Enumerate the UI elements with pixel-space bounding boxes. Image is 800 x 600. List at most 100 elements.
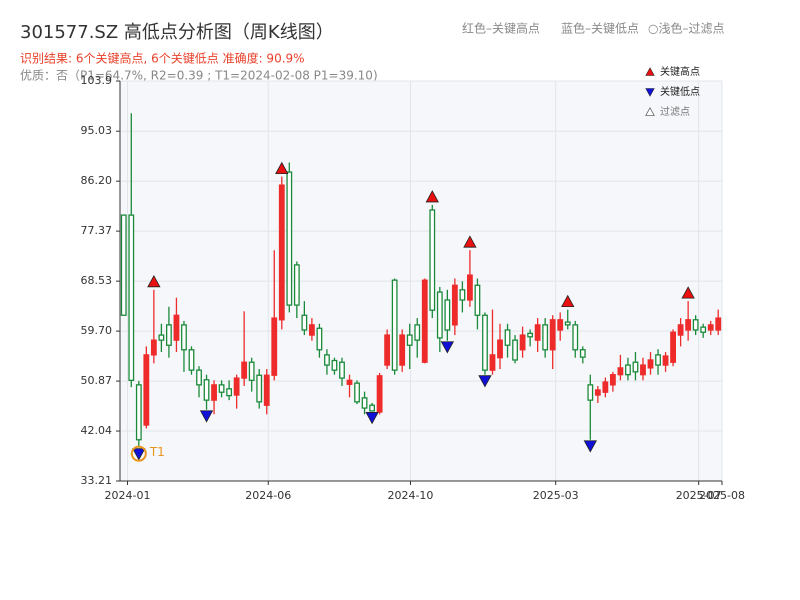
candle-body xyxy=(196,369,202,386)
candle-body xyxy=(226,388,233,397)
candle-body xyxy=(579,349,586,358)
candle-body xyxy=(632,361,639,373)
key-high-marker xyxy=(147,274,161,288)
candle-body xyxy=(233,377,240,396)
header-note: 蓝色–关键低点 xyxy=(561,22,639,36)
key-low-marker xyxy=(583,440,597,453)
candle-body xyxy=(647,359,654,369)
candle-body xyxy=(527,332,534,338)
key-high-marker xyxy=(275,161,289,175)
candle-body xyxy=(512,339,518,361)
candle-body xyxy=(609,374,616,386)
candle-body xyxy=(346,379,353,385)
y-tick-label: 103.9 xyxy=(81,74,113,87)
candle-body xyxy=(316,327,323,351)
candle-body xyxy=(301,314,308,331)
candle-body xyxy=(150,339,157,356)
candle-body xyxy=(564,321,571,326)
candle-body xyxy=(655,354,661,366)
candle-body xyxy=(158,334,165,341)
candle-body xyxy=(256,374,263,403)
candle-body xyxy=(429,209,436,311)
candle-body xyxy=(504,329,511,346)
candle-body xyxy=(339,361,345,379)
x-tick-label: 2024-10 xyxy=(387,489,433,502)
candle-body xyxy=(354,382,360,403)
candle-body xyxy=(278,184,285,321)
candle-body xyxy=(519,334,526,351)
y-tick-label: 77.37 xyxy=(81,224,113,237)
y-tick-label: 42.04 xyxy=(81,424,113,437)
legend-symbol xyxy=(645,67,655,76)
subtitle: 识别结果: 6个关键高点, 6个关键低点 准确度: 90.9% xyxy=(20,51,305,66)
candle-body xyxy=(406,334,413,346)
candle-body xyxy=(271,317,278,376)
candle-body xyxy=(181,324,187,351)
candle-body xyxy=(534,324,541,341)
candle-body xyxy=(497,339,503,359)
key-high-marker xyxy=(425,190,439,203)
candle-body xyxy=(211,384,217,401)
candle-body xyxy=(308,324,315,336)
candle-body xyxy=(188,349,195,371)
candle-body xyxy=(444,299,451,331)
candle-body xyxy=(436,291,443,339)
legend-label: 关键高点 xyxy=(660,65,700,78)
candle-body xyxy=(707,324,714,331)
candle-body xyxy=(557,319,564,331)
key-high-marker xyxy=(561,294,575,308)
y-tick-label: 59.70 xyxy=(81,324,113,337)
candle-body xyxy=(421,279,428,363)
candle-body xyxy=(467,274,473,301)
candle-body xyxy=(128,214,135,381)
candle-body xyxy=(617,367,624,376)
candle-body xyxy=(218,384,225,393)
y-tick-label: 50.87 xyxy=(81,374,113,387)
candle-body xyxy=(700,326,707,333)
candle-body xyxy=(248,361,255,381)
candle-body xyxy=(677,324,684,336)
candle-body xyxy=(715,317,722,331)
candle-body xyxy=(587,384,594,401)
candle-body xyxy=(384,334,391,366)
candle-body xyxy=(692,319,699,331)
legend-label: 过滤点 xyxy=(660,105,690,118)
legend-symbol xyxy=(645,107,655,116)
candle-body xyxy=(414,324,421,341)
y-tick-label: 95.03 xyxy=(81,124,113,137)
candle-body xyxy=(594,389,601,396)
chart-title: 301577.SZ 高低点分析图（周K线图） xyxy=(20,22,334,43)
candle-body xyxy=(120,214,127,316)
candle-body xyxy=(286,171,293,306)
legend-symbol xyxy=(645,88,655,97)
candle-body xyxy=(241,361,248,379)
y-tick-label: 33.21 xyxy=(81,474,113,487)
x-tick-label: 2025-07 xyxy=(676,489,722,502)
candle-body xyxy=(399,334,406,366)
candle-body xyxy=(376,375,383,413)
key-high-marker xyxy=(681,286,695,299)
x-tick-label: 2025-08 xyxy=(699,489,745,502)
candle-body xyxy=(625,364,631,376)
candle-body xyxy=(542,324,549,351)
candle-body xyxy=(602,381,609,393)
quality-note: 优质：否（P1=64.7%, R2=0.39 ; T1=2024-02-08 P… xyxy=(20,69,378,83)
candle-body xyxy=(166,324,172,346)
x-tick-label: 2025-03 xyxy=(533,489,579,502)
candle-body xyxy=(173,314,180,341)
candle-body xyxy=(369,404,375,412)
header-note: ○浅色–过滤点 xyxy=(648,22,724,36)
candle-body xyxy=(459,289,466,301)
candle-body xyxy=(135,384,142,441)
candle-body xyxy=(324,354,330,366)
y-tick-label: 86.20 xyxy=(81,174,113,187)
candle-body xyxy=(361,397,368,409)
x-tick-label: 2024-06 xyxy=(245,489,291,502)
key-high-marker xyxy=(463,235,477,248)
candle-body xyxy=(662,355,669,366)
t1-marker xyxy=(130,445,147,462)
candle-body xyxy=(391,279,398,371)
t1-label: T1 xyxy=(149,445,165,459)
candle-body xyxy=(451,284,458,326)
